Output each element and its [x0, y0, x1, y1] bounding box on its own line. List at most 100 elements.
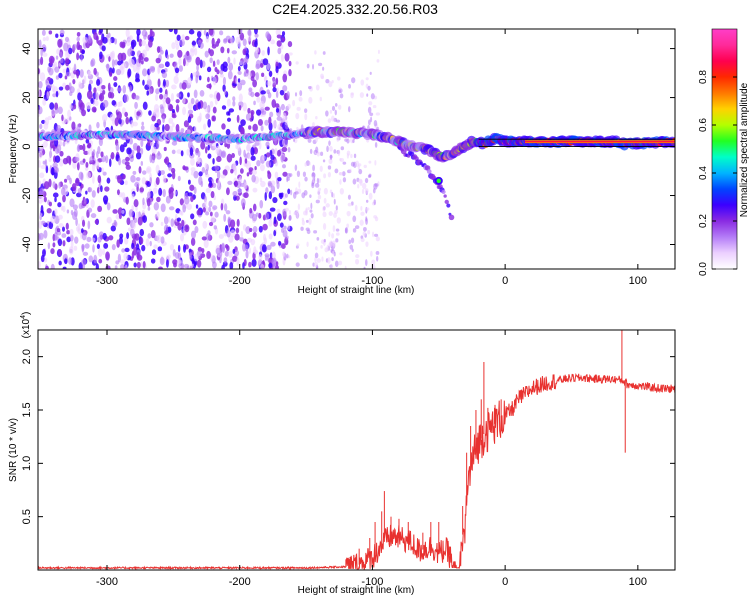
noise-speckle: [166, 259, 169, 268]
noise-speckle: [192, 219, 197, 226]
noise-speckle: [73, 209, 78, 217]
noise-speckle: [327, 171, 332, 178]
noise-speckle: [123, 142, 128, 148]
noise-speckle: [338, 260, 343, 266]
noise-speckle: [280, 54, 284, 62]
noise-speckle: [62, 194, 66, 203]
noise-speckle: [115, 68, 122, 76]
noise-speckle: [38, 199, 43, 204]
noise-speckle: [155, 88, 160, 95]
noise-speckle: [117, 60, 122, 66]
noise-speckle: [182, 204, 187, 213]
noise-speckle: [151, 249, 157, 256]
noise-speckle: [159, 49, 164, 55]
noise-speckle: [297, 203, 301, 211]
noise-speckle: [227, 70, 233, 80]
noise-speckle: [168, 163, 172, 171]
noise-speckle: [116, 189, 120, 196]
noise-speckle: [136, 251, 140, 260]
noise-speckle: [58, 86, 64, 91]
noise-speckle: [66, 117, 70, 124]
noise-speckle: [280, 227, 284, 233]
noise-speckle: [96, 151, 99, 159]
noise-speckle: [65, 71, 71, 77]
noise-speckle: [360, 237, 365, 243]
noise-speckle: [284, 52, 290, 62]
noise-speckle: [38, 141, 41, 147]
noise-speckle: [319, 165, 323, 172]
noise-speckle: [82, 143, 86, 152]
noise-speckle: [256, 109, 262, 116]
noise-speckle: [115, 142, 120, 152]
noise-speckle: [306, 241, 309, 247]
noise-speckle: [237, 82, 243, 91]
noise-speckle: [242, 102, 247, 112]
noise-speckle: [377, 49, 380, 54]
noise-speckle: [142, 197, 145, 206]
noise-speckle: [275, 65, 279, 74]
noise-speckle: [325, 110, 329, 117]
noise-speckle: [327, 165, 332, 170]
noise-speckle: [331, 105, 336, 111]
noise-speckle: [361, 188, 365, 195]
noise-speckle: [193, 186, 197, 195]
noise-speckle: [334, 109, 337, 116]
secondary-track-dot: [441, 189, 446, 195]
noise-speckle: [368, 101, 373, 106]
noise-speckle: [126, 232, 130, 240]
noise-speckle: [83, 198, 87, 204]
noise-speckle: [96, 85, 102, 92]
noise-speckle: [212, 60, 216, 67]
noise-speckle: [64, 75, 68, 80]
noise-speckle: [365, 241, 369, 247]
noise-speckle: [329, 154, 333, 160]
noise-speckle: [196, 30, 202, 38]
noise-speckle: [231, 50, 238, 55]
noise-speckle: [223, 257, 228, 264]
noise-speckle: [140, 139, 144, 148]
noise-speckle: [135, 211, 140, 220]
x-tick-label: -200: [229, 275, 251, 287]
noise-speckle: [246, 172, 250, 177]
noise-speckle: [331, 257, 334, 262]
x-tick-label: 0: [502, 275, 508, 287]
noise-speckle: [95, 263, 99, 269]
noise-speckle: [93, 31, 98, 40]
noise-speckle: [146, 90, 150, 96]
noise-speckle: [196, 209, 201, 216]
y-tick-label: 40: [21, 42, 33, 54]
noise-speckle: [368, 119, 371, 126]
noise-speckle: [77, 92, 82, 101]
noise-speckle: [190, 213, 195, 220]
noise-speckle: [140, 237, 144, 245]
noise-speckle: [127, 48, 133, 57]
noise-speckle: [162, 79, 166, 87]
noise-speckle: [370, 93, 375, 100]
noise-speckle: [261, 50, 265, 56]
noise-speckle: [317, 187, 322, 191]
noise-speckle: [190, 167, 196, 172]
noise-speckle: [71, 121, 76, 131]
noise-speckle: [352, 178, 357, 185]
noise-speckle: [62, 68, 67, 74]
secondary-track-dot: [448, 214, 455, 221]
noise-speckle: [150, 230, 156, 239]
noise-speckle: [195, 74, 199, 84]
noise-speckle: [208, 206, 212, 213]
noise-speckle: [375, 236, 380, 242]
noise-speckle: [101, 45, 106, 52]
noise-speckle: [68, 257, 73, 265]
noise-speckle: [205, 113, 210, 120]
noise-speckle: [100, 185, 103, 193]
noise-speckle: [268, 122, 273, 131]
noise-speckle: [43, 121, 49, 130]
y-tick-label: 1.0: [21, 456, 33, 471]
noise-speckle: [288, 60, 292, 67]
noise-speckle: [216, 69, 220, 75]
noise-speckle: [265, 141, 270, 148]
noise-speckle: [266, 244, 272, 251]
noise-speckle: [81, 259, 87, 266]
noise-speckle: [283, 225, 287, 230]
noise-speckle: [116, 111, 122, 120]
noise-speckle: [97, 163, 100, 170]
